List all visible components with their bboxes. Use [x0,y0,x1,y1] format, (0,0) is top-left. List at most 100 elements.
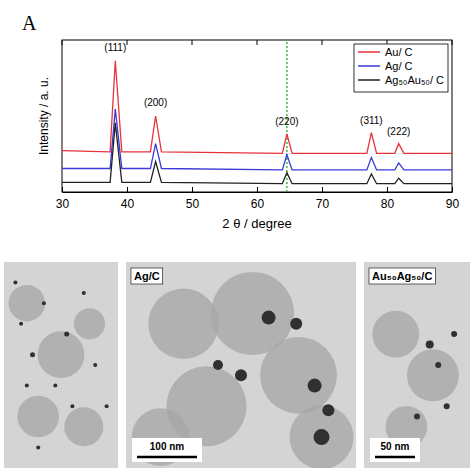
support-particle [17,396,59,438]
nanoparticle [53,384,57,388]
scale-bar [137,456,197,459]
peak-label: (200) [144,97,167,108]
nanoparticle [42,301,46,305]
support-particle [407,349,459,401]
image-label-box [131,268,163,284]
x-tick-mark [192,187,193,192]
nanoparticle [82,291,86,295]
x-tick-mark-top [62,40,63,45]
peak-label: (220) [275,116,298,127]
support-particle [148,289,218,359]
series-line [62,61,452,154]
support-particle [372,311,419,358]
panel-label: A [22,12,37,34]
x-tick: 70 [316,187,330,211]
nanoparticle [25,384,29,388]
nanoparticle [105,404,109,408]
nanoparticle [262,311,276,325]
x-tick-label: 30 [56,197,70,211]
x-tick-label: 70 [316,197,330,211]
legend: Au/ C Ag/ C Ag₅₀Au₅₀/ C [354,44,448,92]
x-tick-mark [257,187,258,192]
scale-bar [375,456,415,459]
nanoparticle [13,281,17,285]
nanoparticle [235,369,247,381]
x-tick-label: 90 [446,197,460,211]
nanoparticle [444,403,450,409]
plot-frame [62,40,452,192]
y-axis-title: Intensity / a. u. [37,77,51,155]
x-axis-line [63,192,453,193]
x-tick-mark [452,187,453,192]
nanoparticle [426,340,434,348]
nanoparticle [414,414,420,420]
nanoparticle [308,379,322,393]
x-tick-mark-top [192,40,193,45]
nanoparticle [70,404,74,408]
x-tick-mark [62,187,63,192]
image-label: Ag/C [134,270,160,282]
nanoparticle [451,331,457,337]
x-tick: 30 [56,187,70,211]
support-particle [64,407,103,446]
tem-panel: Au₅₀Ag₅₀/C 50 nm [364,262,470,468]
legend-swatch [358,51,380,53]
scale-bar-label: 50 nm [381,441,410,452]
tem-panel [4,262,118,468]
nanoparticle [64,332,69,337]
x-tick-mark [127,187,128,192]
nanoparticle [93,363,97,367]
scale-bar-box [370,438,420,462]
tem-background [4,262,118,468]
x-tick-label: 80 [381,197,395,211]
nanoparticle [435,362,441,368]
x-tick-mark [387,187,388,192]
x-tick-label: 60 [251,197,265,211]
x-tick: 50 [186,187,200,211]
x-tick-mark-top [257,40,258,45]
x-axis-title: 2 θ / degree [222,216,291,231]
x-tick: 40 [121,187,135,211]
support-particle [290,405,354,468]
peak-label: (111) [104,42,126,53]
peak-label: (311) [360,115,383,126]
x-tick-mark [322,187,323,192]
x-tick-mark-top [452,40,453,45]
support-particle [38,331,85,378]
series-line [62,123,452,184]
plot-area [62,40,452,192]
legend-label: Ag₅₀Au₅₀/ C [385,74,444,86]
nanoparticle [36,445,40,449]
nanoparticle [290,318,302,330]
scale-bar-label: 100 nm [150,441,185,452]
scale-bar-box [132,438,202,462]
legend-label: Au/ C [385,46,413,58]
x-tick-mark-top [127,40,128,45]
nanoparticle [314,429,330,445]
tem-background [126,262,356,468]
tem-panel: Ag/C 100 nm [126,262,356,469]
x-tick: 60 [251,187,265,211]
peak-label: (222) [387,126,410,137]
legend-swatch [358,65,380,67]
x-tick: 80 [381,187,395,211]
image-label-box [369,268,435,284]
legend-label: Ag/ C [385,60,413,72]
legend-swatch [358,79,380,81]
x-tick-label: 40 [121,197,135,211]
support-particle [74,308,105,339]
x-tick-label: 50 [186,197,200,211]
nanoparticle [213,360,223,370]
support-particle [260,337,337,414]
image-label: Au₅₀Ag₅₀/C [372,270,432,282]
x-axis: 30 40 50 60 70 80 90 [56,187,460,211]
nanoparticle [30,352,35,357]
nanoparticle [19,322,23,326]
nanoparticle [322,404,334,416]
legend-box [354,44,448,92]
x-tick: 90 [446,187,460,211]
support-particle [9,285,45,321]
x-tick-mark-top [322,40,323,45]
tem-background [364,262,470,468]
series-line [62,109,452,170]
